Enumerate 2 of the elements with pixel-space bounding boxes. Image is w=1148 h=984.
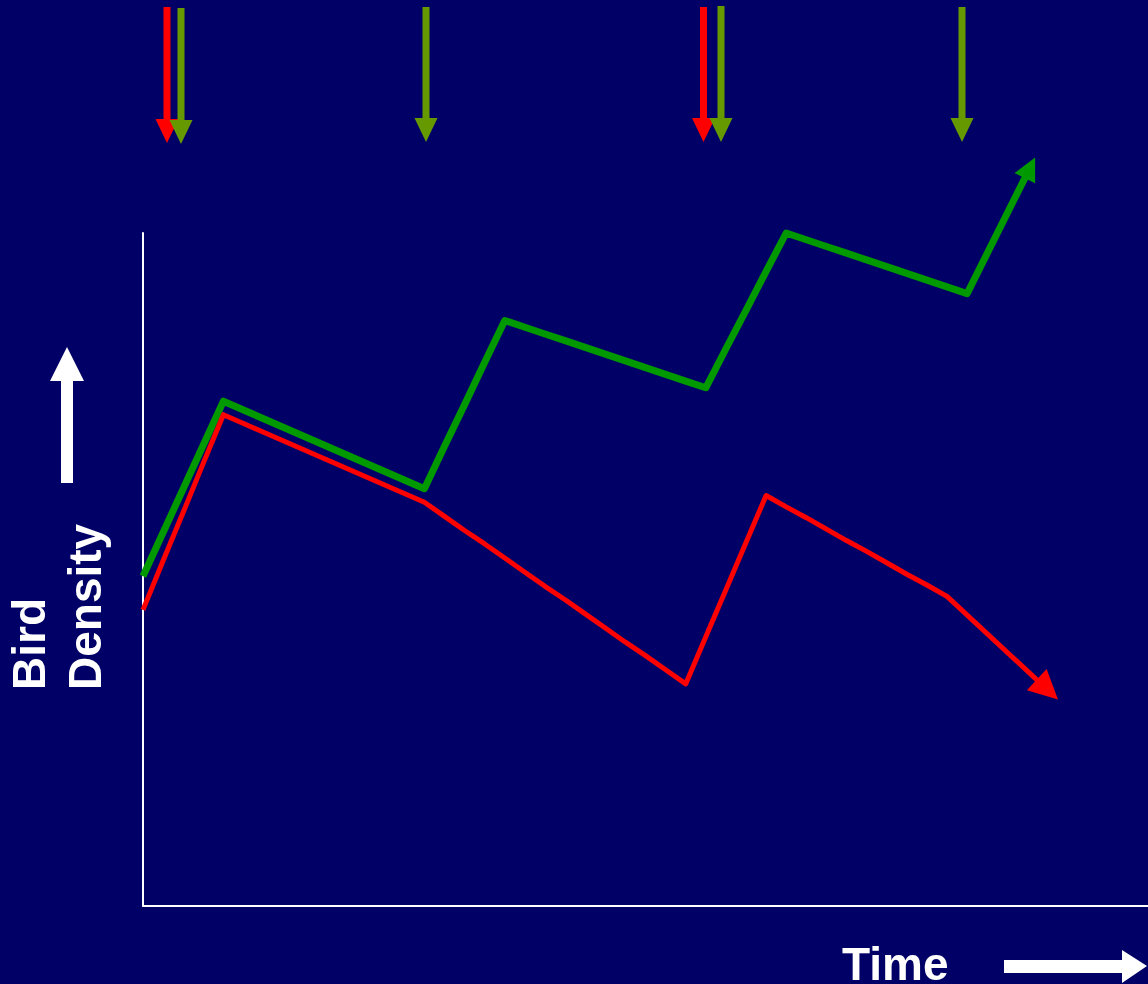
- x-axis-title: Time: [842, 938, 949, 984]
- y-axis-title: Bird Density: [3, 523, 111, 690]
